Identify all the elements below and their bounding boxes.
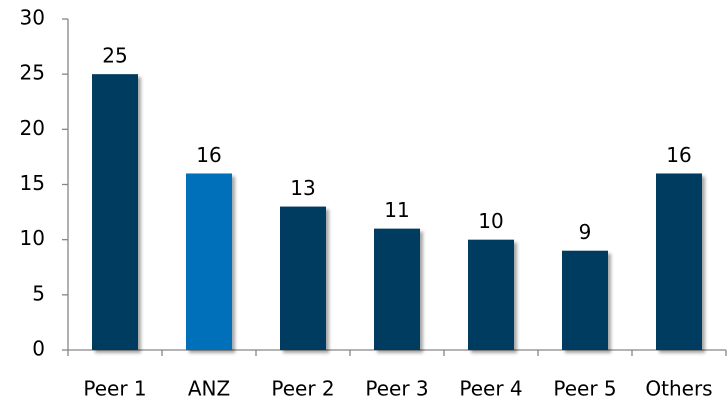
y-tick-label: 5: [32, 281, 45, 305]
y-tick-label: 25: [20, 61, 45, 85]
bar: [374, 228, 420, 350]
x-tick-label: Others: [645, 377, 712, 401]
y-tick-label: 15: [20, 171, 45, 195]
x-tick-label: Peer 3: [365, 377, 428, 401]
bar: [92, 74, 138, 351]
x-tick-label: Peer 5: [553, 377, 616, 401]
data-label: 13: [290, 176, 315, 200]
bar: [562, 250, 608, 350]
data-label: 16: [196, 143, 221, 167]
y-tick-label: 30: [20, 6, 45, 30]
data-label: 10: [478, 209, 503, 233]
data-label: 16: [666, 143, 691, 167]
y-tick-label: 10: [20, 226, 45, 250]
data-label: 9: [579, 220, 592, 244]
x-tick-label: Peer 2: [271, 377, 334, 401]
bar: [186, 173, 232, 350]
y-tick-label: 0: [32, 337, 45, 361]
data-label: 11: [384, 198, 409, 222]
bar: [280, 206, 326, 350]
data-label: 25: [102, 44, 127, 68]
x-tick-label: Peer 1: [83, 377, 146, 401]
x-tick-label: ANZ: [188, 377, 230, 401]
x-tick-label: Peer 4: [459, 377, 522, 401]
y-tick-label: 20: [20, 116, 45, 140]
bar: [656, 173, 702, 350]
bar: [468, 239, 514, 350]
